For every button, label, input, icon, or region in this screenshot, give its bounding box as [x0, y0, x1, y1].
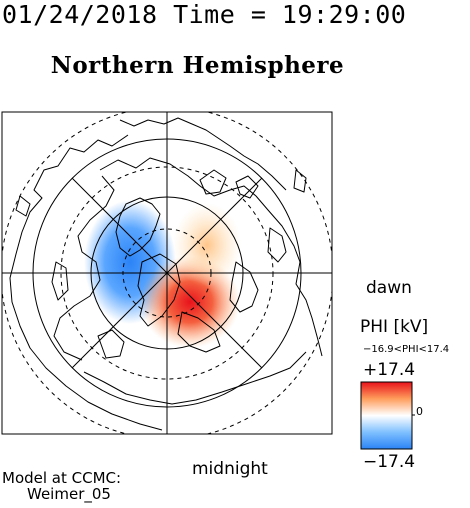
dawn-label: dawn [366, 278, 412, 298]
colorbar-min-label: −17.4 [363, 452, 416, 472]
colorbar-title: PHI [kV] [360, 317, 429, 337]
positive-potential-halo [173, 203, 241, 287]
colorbar-range-text: −16.9<PHI<17.4 [363, 344, 450, 355]
model-credit-line2: Weimer_05 [27, 485, 111, 503]
colorbar-gradient [360, 381, 413, 450]
date-time-header: 01/24/2018 Time = 19:29:00 [2, 0, 407, 29]
midnight-label: midnight [192, 459, 268, 479]
plot-frame [1, 111, 333, 435]
colorbar-zero-label: 0 [416, 405, 423, 418]
coastlines [9, 117, 323, 431]
model-credit-line1: Model at CCMC: [2, 469, 122, 487]
meridian-diagonal-2 [71, 177, 263, 369]
chart-title: Northern Hemisphere [50, 52, 345, 79]
colorbar-max-label: +17.4 [363, 360, 416, 380]
